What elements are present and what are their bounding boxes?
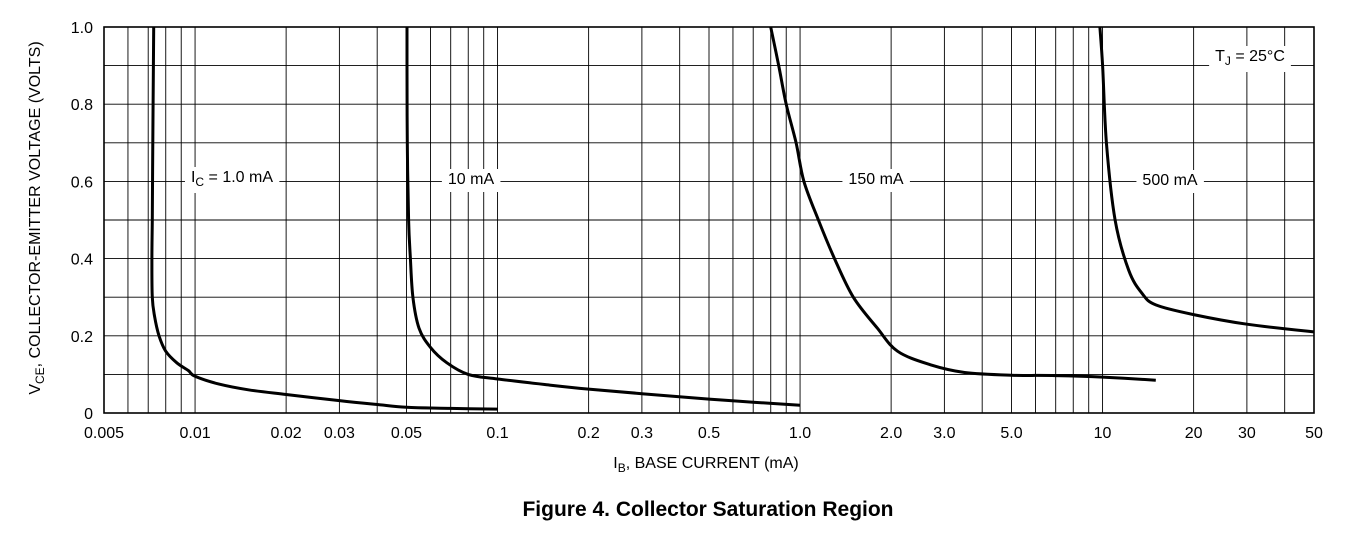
x-tick-label: 30 [1238,425,1256,442]
series-line-3 [769,26,1156,382]
annotation-3: 150 mA [842,169,910,192]
x-tick-label: 3.0 [933,425,955,442]
x-tick-label: 10 [1094,425,1112,442]
annotation-sub: C [195,175,204,189]
annotation-text: 10 mA [448,171,495,188]
x-axis-title: IB, BASE CURRENT (mA) [613,455,799,475]
y-tick-label: 0.2 [71,329,93,346]
x-tick-label: 0.005 [84,425,124,442]
x-tick-label: 0.2 [577,425,599,442]
annotation-background [184,167,280,193]
x-tick-label: 0.02 [271,425,302,442]
annotation-2: 10 mA [441,169,501,192]
y-tick-label: 0 [84,406,93,423]
annotation-rest: = 25°C [1231,48,1285,65]
annotation-rest: 150 mA [848,171,903,188]
x-tick-label: 0.5 [698,425,720,442]
curve-annotations: IC = 1.0 mA 10 mA 150 mA 500 mA TJ = 25°C [184,46,1291,193]
x-tick-label: 0.01 [179,425,210,442]
x-tick-label: 5.0 [1000,425,1022,442]
x-axis-title-main: I [613,455,617,472]
series-line-4 [1098,26,1315,334]
annotation-sub: J [1225,54,1231,68]
figure-caption: Figure 4. Collector Saturation Region [522,498,894,521]
annotation-main: T [1215,48,1225,65]
annotation-background [1209,46,1291,72]
x-tick-label: 0.3 [631,425,653,442]
x-tick-label: 20 [1185,425,1203,442]
x-axis-title-rest: , BASE CURRENT (mA) [626,455,799,472]
annotation-4: 500 mA [1136,170,1204,193]
annotation-text: TJ = 25°C [1215,48,1285,68]
y-tick-label: 0.4 [71,252,93,269]
x-tick-label: 0.1 [486,425,508,442]
grid [103,26,1315,414]
annotation-rest: = 1.0 mA [204,169,273,186]
annotation-text: IC = 1.0 mA [191,169,273,189]
annotation-main: I [191,169,195,186]
x-axis-title-sub: B [618,461,626,475]
plot-frame [103,26,1315,414]
y-tick-label: 0.6 [71,174,93,191]
annotation-text: 150 mA [848,171,903,188]
y-axis-title-sub: CE [33,367,47,384]
series-line-1 [150,26,498,411]
annotation-background [441,169,501,192]
x-tick-label: 1.0 [789,425,811,442]
annotation-text: 500 mA [1142,172,1197,189]
series-line-2 [405,26,801,407]
x-tick-label: 0.03 [324,425,355,442]
x-tick-label: 2.0 [880,425,902,442]
y-tick-label: 1.0 [71,20,93,37]
curves [150,26,1315,411]
annotation-rest: 500 mA [1142,172,1197,189]
y-tick-label: 0.8 [71,97,93,114]
annotation-1: IC = 1.0 mA [184,167,280,193]
y-axis-title-rest: , COLLECTOR-EMITTER VOLTAGE (VOLTS) [27,41,44,367]
y-tick-labels: 0 0.2 0.4 0.6 0.8 1.0 [71,20,93,423]
y-axis-title-main: V [27,384,44,395]
annotation-5: TJ = 25°C [1209,46,1291,72]
x-tick-label: 50 [1305,425,1323,442]
x-tick-labels: 0.005 0.01 0.02 0.03 0.05 0.1 0.2 0.3 0.5 1.0 2.0 3… [84,425,1323,442]
annotation-rest: 10 mA [448,171,495,188]
annotation-background [1136,170,1204,193]
y-axis-title: VCE, COLLECTOR-EMITTER VOLTAGE (VOLTS) [27,41,47,394]
x-tick-label: 0.05 [391,425,422,442]
annotation-background [842,169,910,192]
